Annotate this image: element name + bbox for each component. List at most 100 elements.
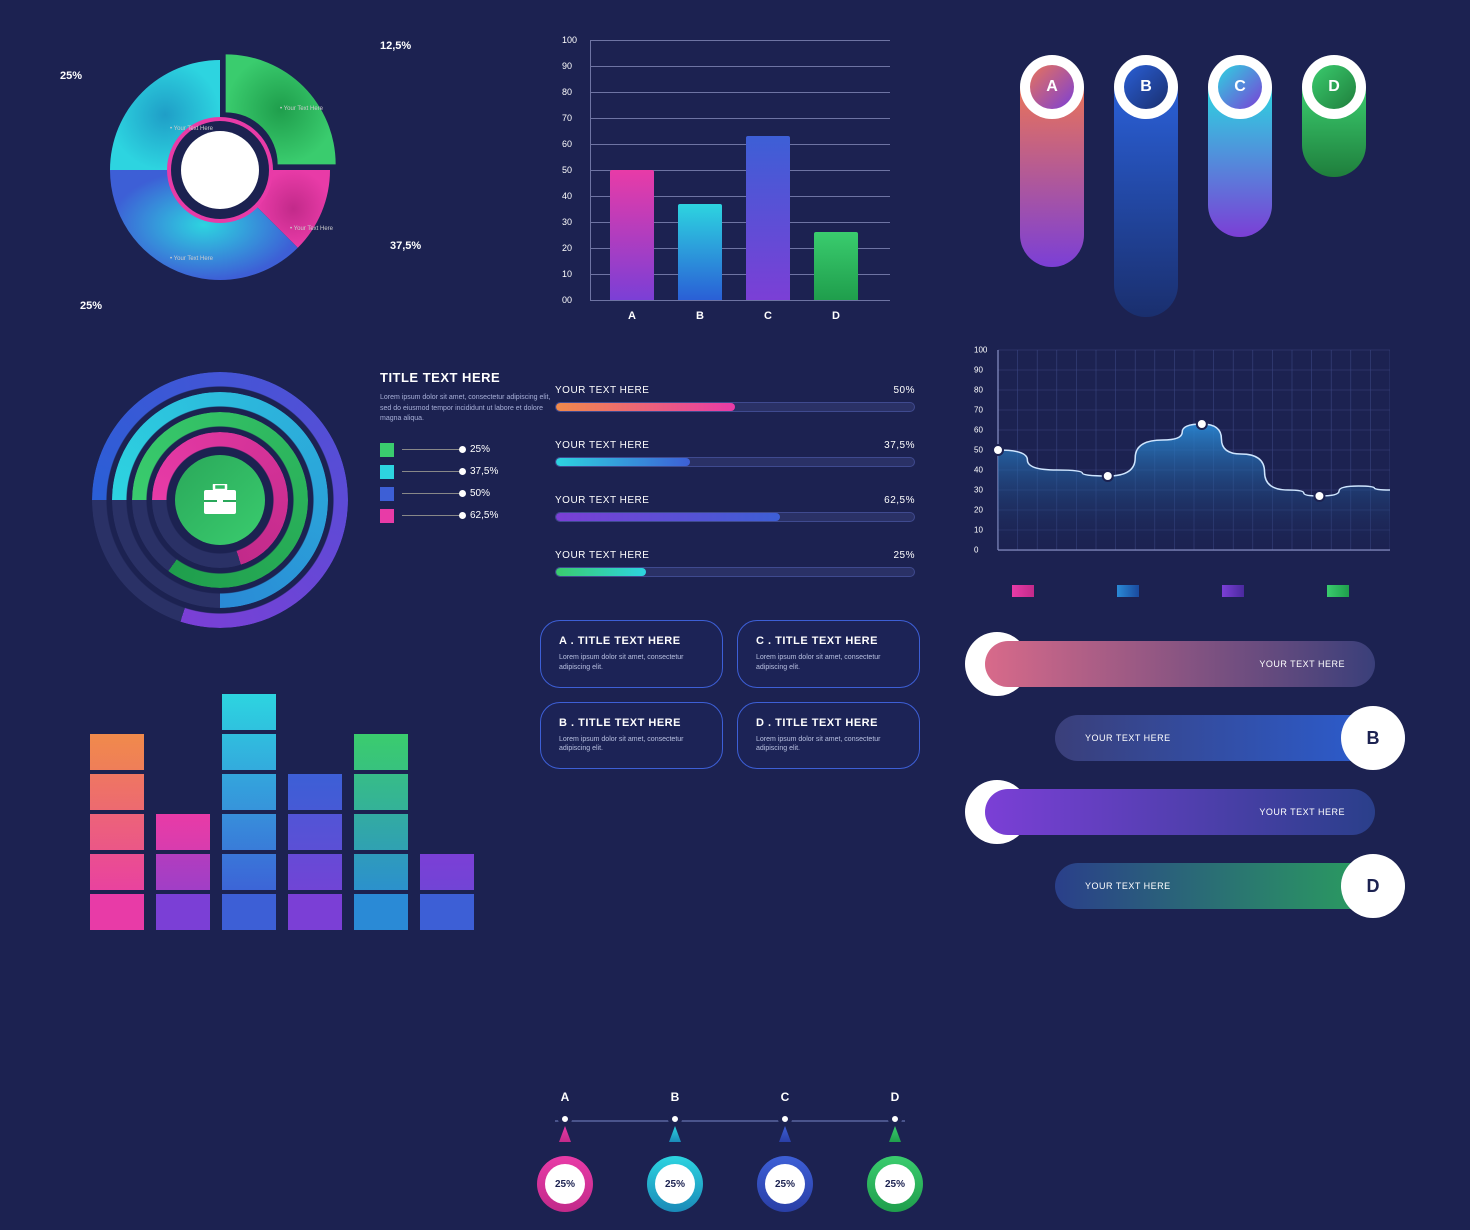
pie-label-3: 25% (80, 300, 102, 312)
pill-A: A (1020, 55, 1084, 119)
radial-title-block: TITLE TEXT HERE Lorem ipsum dolor sit am… (380, 370, 580, 531)
bar-xlabel: B (678, 310, 722, 322)
info-title: B . TITLE TEXT HERE (559, 717, 704, 729)
progress-fill (556, 568, 646, 576)
stack-segment (222, 694, 276, 730)
capsule-list: A YOUR TEXT HERE YOUR TEXT HERE B C YOUR… (965, 635, 1405, 931)
area-ylabel: 0 (974, 546, 978, 555)
progress-value: 62,5% (884, 495, 915, 506)
pill-letter: C (1218, 65, 1262, 109)
bar-ylabel: 90 (562, 61, 572, 71)
stack-segment (222, 734, 276, 770)
stack-segment (354, 894, 408, 930)
capsule-badge: D (1341, 854, 1405, 918)
stack-col-3 (288, 774, 342, 930)
radial-legend-item: 37,5% (380, 465, 580, 479)
capsule-bar: YOUR TEXT HERE (985, 641, 1375, 687)
info-box-0: A . TITLE TEXT HERE Lorem ipsum dolor si… (540, 620, 723, 688)
stack-segment (354, 814, 408, 850)
capsule-row-C: C YOUR TEXT HERE (965, 783, 1405, 841)
stack-segment (354, 734, 408, 770)
pie-label-1: 12,5% (380, 40, 411, 52)
info-box-1: C . TITLE TEXT HERE Lorem ipsum dolor si… (737, 620, 920, 688)
progress-track (555, 567, 915, 577)
bar-xlabel: D (814, 310, 858, 322)
stack-segment (354, 774, 408, 810)
capsule-text: YOUR TEXT HERE (1085, 733, 1171, 743)
info-title: D . TITLE TEXT HERE (756, 717, 901, 729)
capsule-bar: YOUR TEXT HERE (985, 789, 1375, 835)
pie-label-0: 25% (60, 70, 82, 82)
pill-C: C (1208, 55, 1272, 119)
progress-item-0: YOUR TEXT HERE 50% (555, 385, 915, 412)
area-chart: 0102030405060708090100 (970, 345, 1390, 597)
bar-ylabel: 80 (562, 87, 572, 97)
timeline-dot (668, 1112, 682, 1126)
progress-item-2: YOUR TEXT HERE 62,5% (555, 495, 915, 522)
progress-value: 50% (893, 385, 915, 396)
progress-fill (556, 513, 780, 521)
area-ylabel: 20 (974, 506, 983, 515)
progress-item-1: YOUR TEXT HERE 37,5% (555, 440, 915, 467)
timeline-drop: 25% (647, 1156, 703, 1212)
area-ylabel: 40 (974, 466, 983, 475)
timeline-node-C: C 25% (757, 1090, 813, 1212)
progress-label: YOUR TEXT HERE (555, 495, 649, 506)
timeline-node-B: B 25% (647, 1090, 703, 1212)
capsule-row-A: A YOUR TEXT HERE (965, 635, 1405, 693)
info-box-2: B . TITLE TEXT HERE Lorem ipsum dolor si… (540, 702, 723, 770)
pill-letter: B (1124, 65, 1168, 109)
pill-badge: B (1114, 55, 1178, 119)
timeline-letter: B (647, 1090, 703, 1104)
bar-xlabel: A (610, 310, 654, 322)
pill-badge: C (1208, 55, 1272, 119)
timeline-node-D: D 25% (867, 1090, 923, 1212)
radial-legend-item: 50% (380, 487, 580, 501)
info-text: Lorem ipsum dolor sit amet, consectetur … (756, 653, 901, 673)
timeline-value: 25% (655, 1164, 695, 1204)
progress-label: YOUR TEXT HERE (555, 440, 649, 451)
pill-letter: A (1030, 65, 1074, 109)
progress-bars: YOUR TEXT HERE 50% YOUR TEXT HERE 37,5% … (555, 385, 915, 605)
progress-item-3: YOUR TEXT HERE 25% (555, 550, 915, 577)
area-ylabel: 80 (974, 386, 983, 395)
stack-segment (222, 774, 276, 810)
stack-segment (420, 894, 474, 930)
timeline-letter: C (757, 1090, 813, 1104)
progress-track (555, 512, 915, 522)
bar-ylabel: 30 (562, 217, 572, 227)
area-ylabel: 10 (974, 526, 983, 535)
progress-value: 25% (893, 550, 915, 561)
area-ylabel: 90 (974, 366, 983, 375)
radial-lorem: Lorem ipsum dolor sit amet, consectetur … (380, 393, 560, 425)
timeline-dot (888, 1112, 902, 1126)
pie-chart: 25%• Your Text Here12,5%• Your Text Here… (100, 50, 340, 290)
progress-label: YOUR TEXT HERE (555, 385, 649, 396)
stack-col-1 (156, 814, 210, 930)
stack-segment (156, 854, 210, 890)
progress-label: YOUR TEXT HERE (555, 550, 649, 561)
stack-segment (90, 814, 144, 850)
pill-drops: A B C D (1020, 55, 1366, 119)
stack-segment (288, 894, 342, 930)
stack-segment (222, 814, 276, 850)
stack-segment (288, 854, 342, 890)
radial-legend-item: 62,5% (380, 509, 580, 523)
timeline-dot (778, 1112, 792, 1126)
timeline-value: 25% (545, 1164, 585, 1204)
pie-center (181, 131, 259, 209)
info-box-3: D . TITLE TEXT HERE Lorem ipsum dolor si… (737, 702, 920, 770)
timeline-node-A: A 25% (537, 1090, 593, 1212)
area-legend-swatch (1012, 585, 1034, 597)
bar-ylabel: 00 (562, 295, 572, 305)
stack-segment (90, 774, 144, 810)
area-ylabel: 100 (974, 346, 987, 355)
bar-chart: 00102030405060708090100ABCD (560, 40, 890, 330)
stack-col-2 (222, 694, 276, 930)
pill-badge: D (1302, 55, 1366, 119)
info-title: C . TITLE TEXT HERE (756, 635, 901, 647)
stack-segment (156, 894, 210, 930)
progress-fill (556, 458, 690, 466)
legend-value: 37,5% (470, 466, 498, 477)
bar-A (610, 170, 654, 300)
